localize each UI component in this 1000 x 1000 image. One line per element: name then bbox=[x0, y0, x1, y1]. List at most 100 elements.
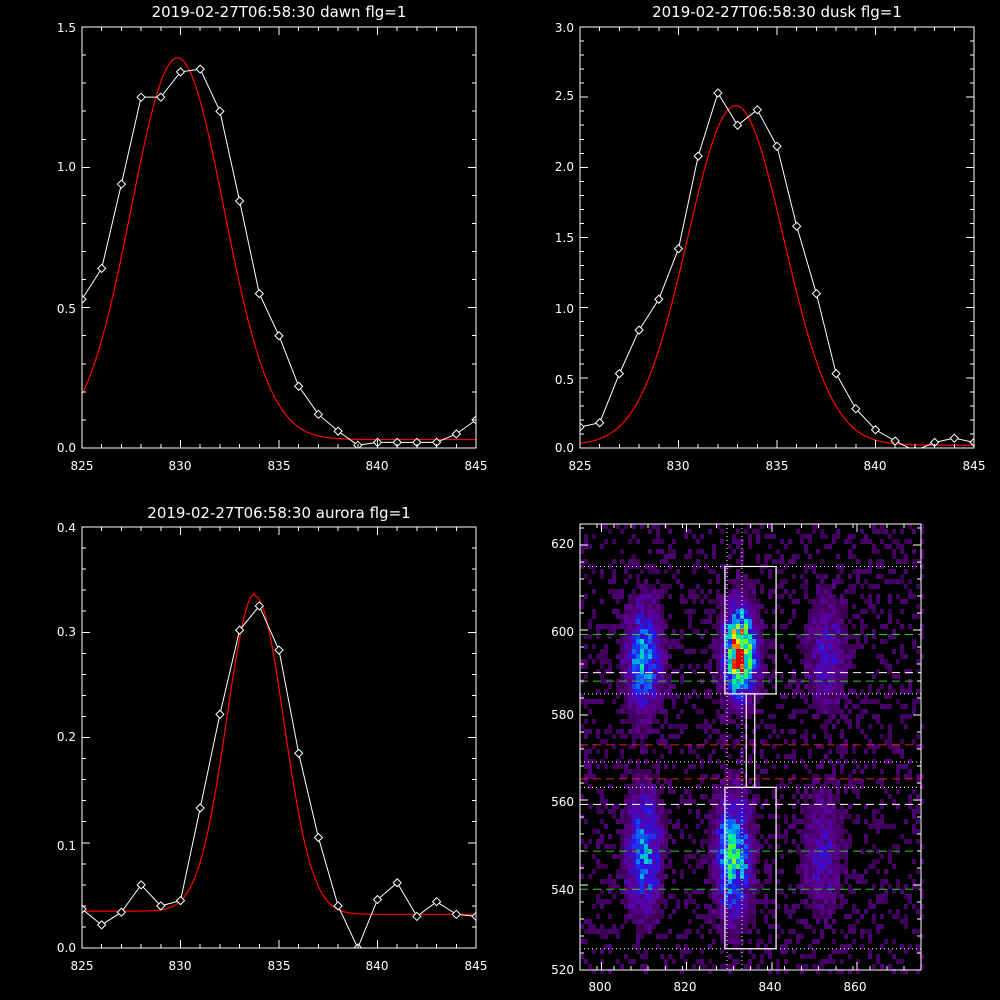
dawn-x-tick-label: 825 bbox=[71, 459, 94, 473]
heatmap-cell bbox=[596, 859, 600, 864]
heatmap-cell bbox=[740, 664, 744, 669]
heatmap-cell bbox=[868, 724, 872, 729]
heatmap-cell bbox=[716, 804, 720, 809]
heatmap-cell bbox=[748, 669, 752, 674]
heatmap-cell bbox=[724, 599, 728, 604]
heatmap-cell bbox=[632, 729, 636, 734]
heatmap-cell bbox=[612, 804, 616, 809]
heatmap-cell bbox=[596, 804, 600, 809]
heatmap-cell bbox=[704, 774, 708, 779]
heatmap-cell bbox=[868, 604, 872, 609]
heatmap-cell bbox=[740, 869, 744, 874]
dusk-y-tick-label: 3.0 bbox=[555, 21, 574, 35]
heatmap-cell bbox=[820, 604, 824, 609]
heatmap-cell bbox=[648, 684, 652, 689]
heatmap-cell bbox=[848, 954, 852, 959]
heatmap-cell bbox=[732, 704, 736, 709]
heatmap-cell bbox=[656, 769, 660, 774]
heatmap-cell bbox=[772, 624, 776, 629]
heatmap-cell bbox=[836, 834, 840, 839]
heatmap-cell bbox=[636, 564, 640, 569]
heatmap-cell bbox=[620, 754, 624, 759]
heatmap-cell bbox=[728, 699, 732, 704]
heatmap-cell bbox=[768, 714, 772, 719]
heatmap-cell bbox=[920, 859, 924, 864]
heatmap-cell bbox=[824, 829, 828, 834]
heatmap-cell bbox=[832, 669, 836, 674]
heatmap-cell bbox=[640, 869, 644, 874]
heatmap-cell bbox=[724, 699, 728, 704]
heatmap-cell bbox=[868, 594, 872, 599]
heatmap-cell bbox=[648, 589, 652, 594]
dusk-data-point bbox=[693, 151, 703, 161]
heatmap-cell bbox=[608, 809, 612, 814]
heatmap-cell bbox=[812, 914, 816, 919]
heatmap-cell bbox=[744, 789, 748, 794]
heatmap-cell bbox=[828, 684, 832, 689]
heatmap-cell bbox=[740, 839, 744, 844]
heatmap-cell bbox=[620, 664, 624, 669]
heatmap-cell bbox=[600, 904, 604, 909]
heatmap-cell bbox=[804, 644, 808, 649]
heatmap-cell bbox=[716, 639, 720, 644]
heatmap-cell bbox=[820, 784, 824, 789]
heatmap-cell bbox=[620, 764, 624, 769]
heatmap-cell bbox=[660, 789, 664, 794]
heatmap-cell bbox=[776, 879, 780, 884]
heatmap-cell bbox=[752, 909, 756, 914]
heatmap-cell bbox=[600, 679, 604, 684]
heatmap-cell bbox=[804, 544, 808, 549]
heatmap-cell bbox=[912, 564, 916, 569]
heatmap-cell bbox=[812, 879, 816, 884]
heatmap-cell bbox=[760, 754, 764, 759]
heatmap-cell bbox=[772, 674, 776, 679]
heatmap-cell bbox=[692, 669, 696, 674]
heatmap-cell bbox=[604, 729, 608, 734]
heatmap-cell bbox=[644, 834, 648, 839]
heatmap-cell bbox=[888, 739, 892, 744]
heatmap-cell bbox=[832, 699, 836, 704]
heatmap-cell bbox=[732, 819, 736, 824]
heatmap-cell bbox=[732, 834, 736, 839]
heatmap-cell bbox=[620, 649, 624, 654]
heatmap-cell bbox=[632, 779, 636, 784]
aurora-data-point bbox=[392, 878, 402, 888]
heatmap-cell bbox=[636, 539, 640, 544]
heatmap-cell bbox=[720, 919, 724, 924]
heatmap-cell bbox=[812, 874, 816, 879]
heatmap-cell bbox=[764, 644, 768, 649]
heatmap-cell bbox=[848, 719, 852, 724]
heatmap-cell bbox=[712, 784, 716, 789]
heatmap-cell bbox=[856, 794, 860, 799]
image-y-tick-labels: 520 540 560 580 600 620 bbox=[551, 537, 574, 977]
heatmap-cell bbox=[648, 929, 652, 934]
heatmap-cell bbox=[664, 844, 668, 849]
heatmap-cell bbox=[740, 669, 744, 674]
heatmap-cell bbox=[696, 694, 700, 699]
heatmap-cell bbox=[900, 624, 904, 629]
heatmap-cell bbox=[720, 619, 724, 624]
heatmap-cell bbox=[636, 874, 640, 879]
heatmap-cell bbox=[632, 534, 636, 539]
heatmap-cell bbox=[640, 709, 644, 714]
heatmap-cell bbox=[836, 894, 840, 899]
heatmap-cell bbox=[796, 864, 800, 869]
aurora-data-point bbox=[313, 832, 324, 843]
heatmap-cell bbox=[756, 634, 760, 639]
heatmap-cell bbox=[672, 879, 676, 884]
heatmap-cell bbox=[772, 659, 776, 664]
heatmap-cell bbox=[644, 749, 648, 754]
heatmap-cell bbox=[732, 924, 736, 929]
heatmap-cell bbox=[848, 654, 852, 659]
heatmap-cell bbox=[768, 869, 772, 874]
heatmap-cell bbox=[768, 844, 772, 849]
heatmap-cell bbox=[872, 864, 876, 869]
heatmap-cell bbox=[644, 809, 648, 814]
heatmap-cell bbox=[848, 914, 852, 919]
heatmap-cell bbox=[644, 639, 648, 644]
heatmap-cell bbox=[728, 939, 732, 944]
heatmap-cell bbox=[912, 829, 916, 834]
heatmap-cell bbox=[644, 859, 648, 864]
heatmap-cell bbox=[788, 684, 792, 689]
heatmap-cell bbox=[624, 784, 628, 789]
